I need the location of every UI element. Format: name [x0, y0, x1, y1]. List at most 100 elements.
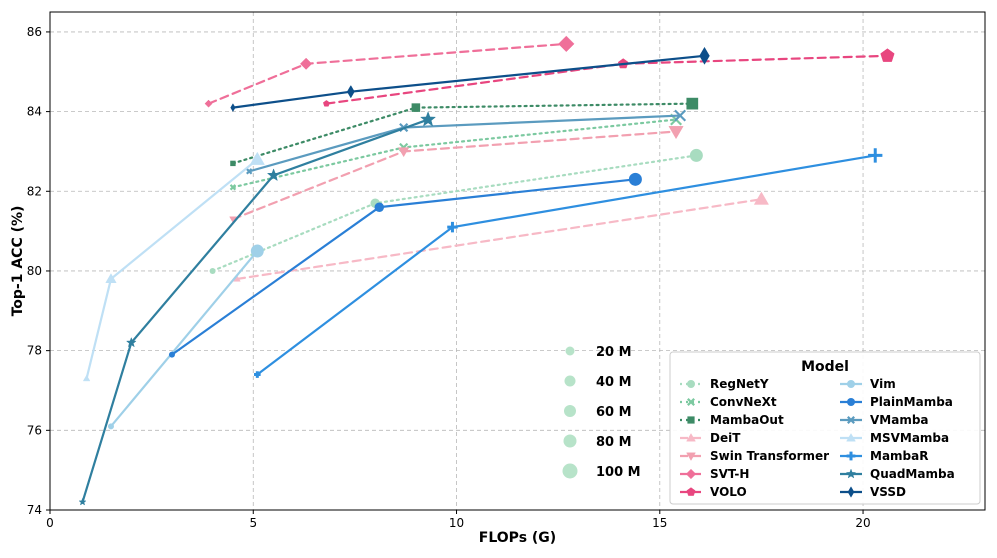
axis-ticks: 0 5 10 15 20 74 76 78 80 82 84 86: [27, 25, 871, 530]
series-line: [231, 118, 678, 189]
legend-label: MambaR: [870, 449, 928, 463]
series-plainmamba: [168, 172, 642, 358]
legend-label: QuadMamba: [870, 467, 955, 481]
series-line: [81, 118, 430, 504]
legend-item: QuadMamba: [840, 467, 955, 481]
legend-marker: [846, 451, 856, 461]
legend-label: SVT-H: [710, 467, 749, 481]
legend-label: VOLO: [710, 485, 747, 499]
legend-label: VSSD: [870, 485, 906, 499]
series-deit: [233, 191, 769, 282]
legend-label: ConvNeXt: [710, 395, 777, 409]
data-point: [125, 336, 137, 348]
series-svt-h: [204, 35, 575, 108]
legend-item: Vim: [840, 377, 896, 391]
data-point: [880, 48, 895, 62]
x-tick-label: 15: [652, 516, 667, 530]
legend-marker: [845, 468, 857, 479]
legend-marker: [687, 380, 695, 388]
legend-item: MambaR: [840, 449, 928, 463]
data-point: [868, 148, 883, 163]
legend-item: ConvNeXt: [680, 395, 777, 409]
series-vssd: [230, 46, 710, 113]
size-legend-label: 60 M: [596, 405, 632, 420]
x-axis-label: FLOPs (G): [479, 530, 556, 546]
data-point: [230, 103, 236, 113]
legend-label: PlainMamba: [870, 395, 953, 409]
series-line: [211, 154, 698, 273]
legend-marker: [687, 416, 695, 424]
series-line: [235, 198, 763, 281]
data-point: [699, 46, 710, 65]
data-point: [82, 374, 91, 382]
data-point: [230, 160, 236, 167]
y-axis-label: Top-1 ACC (%): [10, 206, 26, 317]
size-legend-label: 80 M: [596, 435, 632, 450]
data-point: [204, 99, 213, 108]
legend-item: VMamba: [840, 413, 929, 427]
x-tick-label: 10: [449, 516, 464, 530]
series-swin-transformer: [229, 126, 684, 223]
data-point: [753, 191, 769, 205]
data-point: [419, 111, 437, 127]
series-layer: [78, 35, 895, 506]
x-tick-label: 20: [855, 516, 870, 530]
series-line: [256, 154, 877, 376]
size-legend-marker: [564, 405, 576, 417]
legend-marker: [686, 487, 696, 496]
legend-item: Swin Transformer: [680, 449, 829, 463]
data-point: [411, 103, 421, 112]
size-legend-label: 100 M: [596, 465, 641, 480]
legend-item: SVT-H: [680, 467, 749, 481]
series-line: [231, 130, 678, 221]
series-line: [325, 54, 889, 105]
y-tick-label: 84: [27, 105, 42, 119]
series-vim: [107, 244, 264, 430]
legend-item: MambaOut: [680, 413, 784, 427]
data-point: [674, 109, 687, 122]
size-legend-marker: [563, 434, 577, 448]
series-regnety: [209, 148, 703, 274]
legend-label: Vim: [870, 377, 896, 391]
legend-marker: [847, 486, 855, 498]
data-point: [229, 184, 237, 191]
series-line: [207, 42, 568, 105]
size-legend-marker: [564, 375, 576, 387]
data-point: [254, 371, 261, 378]
data-point: [250, 244, 264, 258]
legend-item: PlainMamba: [840, 395, 953, 409]
legend-label: Swin Transformer: [710, 449, 829, 463]
legend-label: DeiT: [710, 431, 741, 445]
data-point: [398, 147, 410, 158]
legend-item: VOLO: [680, 485, 747, 499]
data-point: [374, 202, 385, 212]
legend-title: Model: [801, 359, 849, 375]
data-point: [78, 497, 87, 506]
data-point: [168, 351, 175, 358]
series-line: [170, 178, 637, 356]
legend-item: VSSD: [840, 485, 906, 499]
data-point: [209, 267, 216, 274]
legend-items: RegNetY ConvNeXt MambaOut DeiT Swin Transfor…: [680, 377, 955, 499]
legend-box: [669, 351, 981, 505]
series-volo: [323, 48, 895, 107]
data-point: [105, 273, 117, 283]
legend-marker: [685, 468, 697, 480]
y-tick-label: 78: [27, 344, 42, 358]
legend-item: RegNetY: [680, 377, 769, 391]
legend-label: VMamba: [870, 413, 929, 427]
y-tick-label: 80: [27, 264, 42, 278]
series-quadmamba: [78, 111, 437, 506]
size-legend-marker: [565, 346, 575, 356]
legend-label: MSVMamba: [870, 431, 949, 445]
data-point: [447, 221, 458, 233]
data-point: [266, 168, 281, 182]
data-point: [689, 148, 703, 162]
y-tick-label: 82: [27, 184, 42, 198]
series-mambaout: [230, 97, 699, 167]
data-point: [668, 126, 684, 140]
data-point: [249, 151, 265, 165]
size-legend-marker: [562, 463, 578, 479]
series-line: [231, 102, 694, 165]
